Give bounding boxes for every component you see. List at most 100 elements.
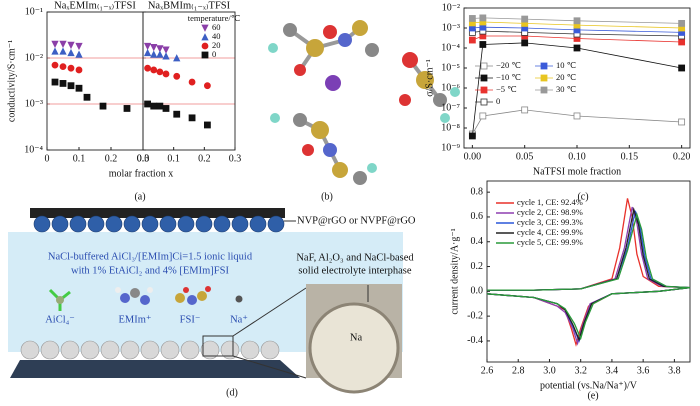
legend-label: 0	[496, 96, 500, 106]
legend-label: 10 ℃	[556, 60, 577, 70]
marker	[67, 41, 75, 50]
marker	[203, 121, 211, 129]
marker	[678, 118, 686, 126]
x-tick-label: 0.3	[229, 153, 242, 164]
x-tick-label: 0.2	[198, 153, 211, 164]
marker	[162, 105, 170, 112]
panel-label: (b)	[321, 191, 333, 202]
x-axis-label: potential (vs.Na/Na⁺)/V	[540, 380, 638, 391]
legend-label: 60	[212, 22, 221, 32]
y-tick-label: 10⁻²	[25, 52, 43, 63]
legend-label: 20 ℃	[556, 72, 577, 82]
marker	[59, 40, 67, 49]
marker	[51, 40, 59, 49]
x-tick-label: 3.2	[574, 365, 587, 376]
electrolyte-label: with 1% EtAiCl₂ and 4% [EMIm]FSI	[71, 265, 229, 276]
x-tick-label: 0.20	[673, 151, 691, 162]
y-axis-label: σ/S·cm⁻¹	[424, 59, 435, 97]
x-tick-label: 0.15	[621, 151, 639, 162]
marker	[51, 61, 59, 69]
x-tick-label: 0.00	[464, 151, 482, 162]
marker	[521, 39, 529, 47]
marker	[150, 66, 158, 74]
plot-frame	[142, 11, 236, 151]
marker	[173, 110, 181, 118]
legend-marker	[480, 74, 488, 82]
species-icons	[48, 286, 243, 311]
legend-marker	[480, 62, 488, 70]
marker	[83, 93, 91, 101]
panel-label: (c)	[577, 191, 588, 202]
x-tick-label: 0.05	[516, 151, 534, 162]
legend-label: cycle 5, CE: 99.9%	[517, 237, 583, 247]
species-label: FSI⁻	[180, 314, 201, 325]
marker	[203, 82, 211, 90]
marker	[573, 112, 581, 120]
marker	[156, 102, 164, 110]
legend-marker	[540, 86, 548, 94]
y-tick-label: 10⁻⁸	[441, 122, 460, 133]
legend-label: −10 ℃	[496, 72, 521, 82]
marker	[144, 100, 152, 108]
marker	[162, 70, 170, 78]
marker	[573, 44, 581, 52]
marker	[67, 64, 75, 72]
x-tick-label: 0	[45, 153, 50, 164]
x-tick-label: 0.1	[167, 153, 180, 164]
y-tick-label: 0.2	[471, 261, 484, 272]
electrode-label: NVP@rGO or NVPF@rGO	[297, 215, 416, 226]
series-line	[486, 212, 691, 341]
panel-label: (d)	[226, 387, 238, 398]
y-tick-label: -0.4	[467, 335, 483, 346]
marker	[156, 68, 164, 76]
legend-title: temperature/℃	[188, 13, 241, 23]
marker	[468, 15, 476, 22]
y-tick-label: 10⁻³	[25, 98, 43, 109]
plot-frame	[463, 7, 691, 149]
marker	[59, 80, 67, 87]
electrolyte-label: NaCl-buffered AiCl₃/[EMIm]Ci=1.5 ionic l…	[48, 251, 253, 262]
marker	[150, 102, 158, 110]
marker	[143, 42, 152, 51]
x-tick-label: 0.0	[137, 153, 150, 164]
legend-label: −20 ℃	[496, 60, 521, 70]
y-tick-label: 10⁻⁷	[441, 102, 460, 113]
marker	[156, 50, 164, 58]
marker	[150, 43, 158, 52]
marker	[188, 114, 196, 122]
cell-diagram	[8, 208, 403, 394]
y-tick-label: 0.4	[471, 236, 484, 247]
x-tick-label: 2.8	[512, 365, 525, 376]
marker	[479, 41, 487, 48]
species-label: AiCl₄⁻	[45, 314, 75, 325]
marker	[75, 50, 83, 58]
marker	[156, 45, 164, 53]
interphase-label: solid electrolyte interphase	[298, 265, 411, 276]
legend-marker	[540, 74, 548, 82]
legend-label: cycle 4, CE: 99.9%	[517, 227, 583, 237]
marker	[479, 112, 487, 120]
y-tick-label: -0.2	[467, 310, 483, 321]
legend-label: cycle 1, CE: 92.4%	[517, 197, 583, 207]
y-tick-label: 10⁻²	[442, 2, 460, 13]
marker	[173, 54, 181, 62]
legend-marker	[480, 86, 488, 94]
marker	[521, 106, 529, 114]
legend-marker	[201, 51, 209, 59]
marker	[521, 15, 529, 23]
marker	[173, 72, 181, 80]
y-tick-label: 10⁻⁴	[24, 144, 43, 155]
marker	[99, 102, 107, 110]
x-tick-label: 3.4	[606, 365, 619, 376]
y-tick-label: 0.6	[471, 211, 484, 222]
x-tick-label: 2.6	[481, 365, 494, 376]
legend-label: −5 ℃	[496, 84, 517, 94]
marker	[59, 47, 67, 55]
x-tick-label: 3.6	[637, 365, 650, 376]
y-tick-label: 10⁻¹	[25, 6, 43, 17]
marker	[75, 66, 83, 74]
subplot-title: NaₓEMIm₍₁₋ₓ₎TFSI	[54, 0, 136, 11]
y-tick-label: 10⁻⁶	[441, 82, 460, 93]
legend-marker	[201, 33, 209, 41]
plot-frame	[486, 180, 691, 363]
